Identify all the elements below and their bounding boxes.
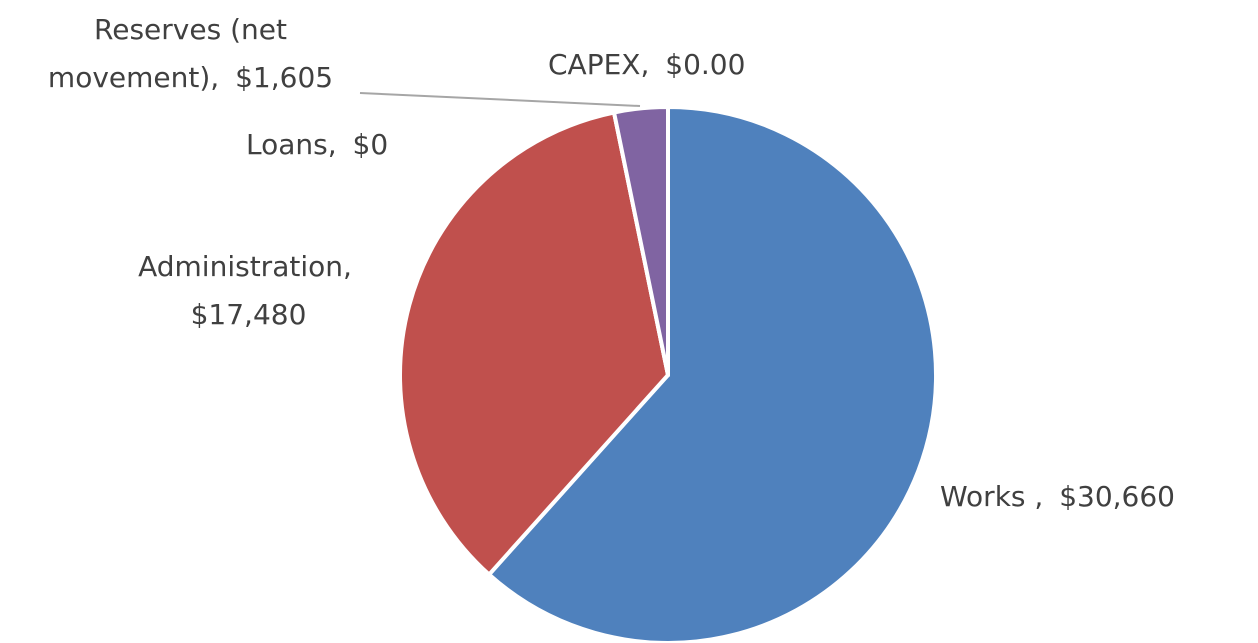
value-label: $0	[352, 128, 389, 161]
value-label: $0.00	[665, 48, 746, 81]
data-label: Works , $30,660	[940, 473, 1258, 521]
data-label: Reserves (net movement), $1,605	[18, 6, 363, 102]
category-label: Works ,	[940, 480, 1044, 513]
value-label: $30,660	[1059, 480, 1175, 513]
leader-line	[359, 92, 641, 107]
data-label: Loans, $0	[246, 121, 446, 169]
category-label: Reserves (net movement),	[47, 13, 287, 94]
category-label: Administration,	[138, 250, 352, 283]
data-label: Administration, $17,480	[105, 243, 385, 339]
pie-slice	[398, 110, 670, 577]
data-label: CAPEX, $0.00	[548, 41, 808, 89]
category-label: CAPEX,	[548, 48, 650, 81]
pie-slice	[487, 105, 938, 643]
value-label: $1,605	[235, 61, 334, 94]
category-label: Loans,	[246, 128, 337, 161]
value-label: $17,480	[190, 298, 307, 331]
